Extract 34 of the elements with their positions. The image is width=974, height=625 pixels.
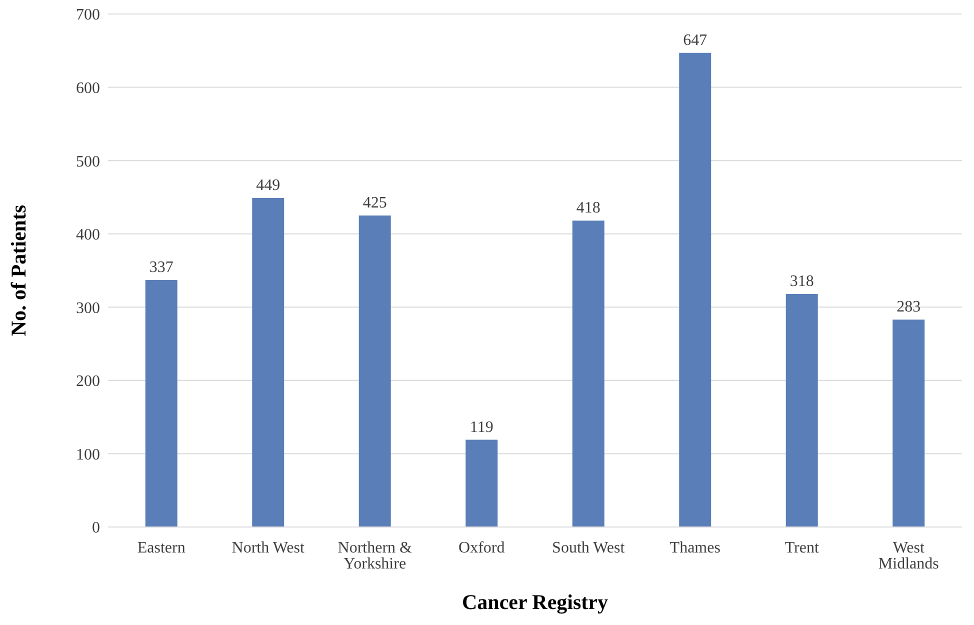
bar [252,198,284,527]
data-label: 318 [790,272,814,290]
data-label: 449 [256,176,280,194]
y-tick-label: 400 [76,226,100,244]
data-label: 119 [470,418,494,436]
data-label: 425 [362,194,387,212]
x-tick-label: Northern & Yorkshire [338,539,413,572]
x-tick-label: Eastern [137,539,186,556]
y-tick-label: 0 [92,520,100,537]
x-tick-label: Oxford [458,539,505,556]
y-axis-title: No. of Patients [6,204,30,336]
bar [466,440,498,527]
bar [679,52,712,527]
bar [145,280,178,527]
y-tick-label: 700 [76,6,100,24]
data-label: 647 [683,32,708,49]
x-axis-title: Cancer Registry [462,590,608,614]
x-tick-label: West Midlands [878,539,939,572]
data-label: 337 [149,259,174,276]
bar [572,220,604,527]
bar [786,294,818,527]
y-tick-label: 600 [76,80,100,97]
x-tick-label: Thames [670,539,720,556]
bar [358,216,391,527]
data-label: 418 [576,200,600,217]
y-tick-label: 500 [76,153,100,170]
y-tick-label: 300 [76,300,100,317]
data-label: 283 [896,298,921,316]
y-tick-label: 200 [76,373,100,390]
x-tick-label: South West [552,539,626,556]
x-tick-label: Trent [784,539,820,556]
bar [892,320,925,527]
y-tick-label: 100 [76,446,100,464]
x-tick-label: North West [232,539,305,556]
